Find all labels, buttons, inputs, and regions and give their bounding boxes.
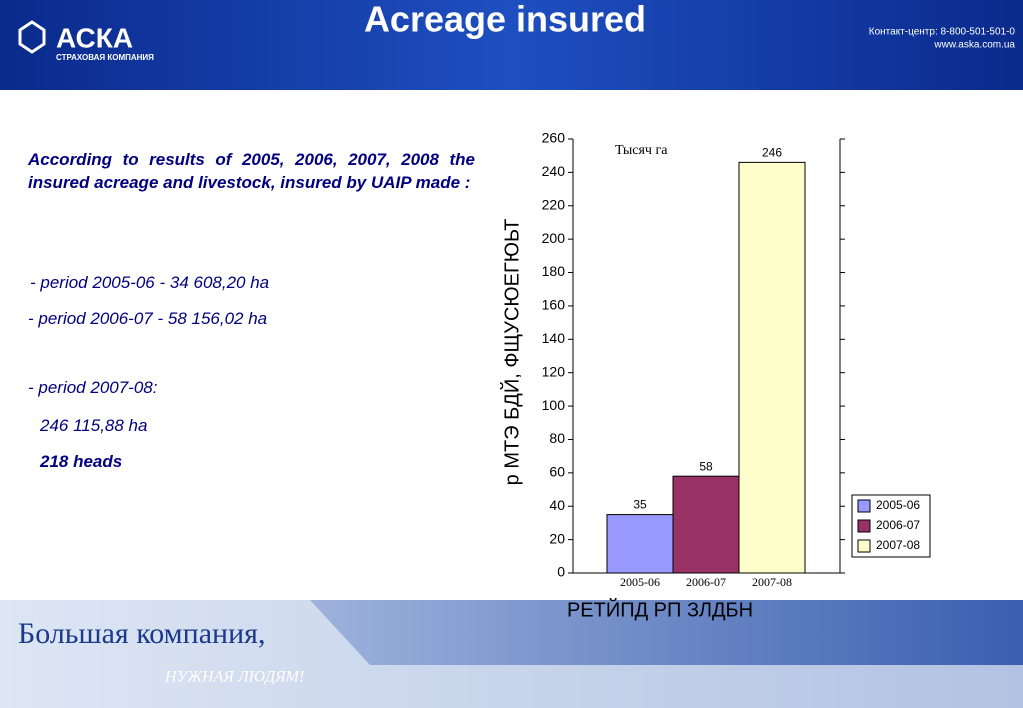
y-tick-label: 220: [542, 196, 566, 212]
y-tick-label: 140: [542, 330, 566, 346]
y-tick-label: 40: [549, 497, 565, 513]
item: - period 2006-07 - 58 156,02 ha: [28, 309, 268, 328]
logo: АСКА: [56, 22, 133, 53]
y-tick-label: 120: [542, 363, 566, 379]
y-tick-label: 80: [549, 430, 565, 446]
slogan2: НУЖНАЯ ЛЮДЯМ!: [164, 669, 304, 686]
legend-swatch: [857, 499, 871, 513]
legend-swatch: [857, 539, 871, 553]
bar: [606, 514, 674, 574]
y-axis-label: р МТЭ БДЙ, ФЩУСЮЕГЮЬТ: [499, 219, 523, 486]
item: - period 2007-08:: [28, 378, 158, 397]
logo-sub: СТРАХОВАЯ КОМПАНИЯ: [56, 53, 154, 62]
x-axis-label: РЕТЙПД РП ЗЛДБН: [567, 597, 753, 621]
item: 218 heads: [40, 452, 123, 471]
x-tick-label: 2005-06: [620, 575, 660, 589]
data-label: 246: [762, 146, 782, 160]
item: 246 115,88 ha: [40, 416, 148, 435]
legend-label: 2007-08: [876, 538, 920, 552]
y-tick-label: 60: [549, 464, 565, 480]
y-tick-label: 20: [549, 530, 565, 546]
y-tick-label: 100: [542, 397, 566, 413]
x-tick-label: 2007-08: [752, 575, 792, 589]
title: Acreage insured: [364, 0, 646, 40]
logo-icon: [18, 20, 46, 54]
y-tick-label: 260: [542, 130, 566, 146]
y-tick-label: 240: [542, 163, 566, 179]
annotation: Тысяч га: [615, 143, 668, 158]
item: - period 2005-06 - 34 608,20 ha: [30, 273, 270, 292]
slogan: Большая компания,: [18, 617, 265, 650]
bar: [738, 161, 806, 574]
y-tick-label: 160: [542, 297, 566, 313]
footer-shape: [0, 600, 1023, 708]
site: www.aska.com.ua: [933, 40, 1015, 51]
legend-label: 2006-07: [876, 518, 920, 532]
y-tick-label: 200: [542, 230, 566, 246]
header-band: [0, 0, 1023, 90]
contact: Контакт-центр: 8-800-501-501-0: [869, 27, 1016, 38]
x-tick-label: 2006-07: [686, 575, 726, 589]
y-tick-label: 0: [557, 564, 565, 580]
data-label: 35: [633, 498, 647, 512]
legend-label: 2005-06: [876, 498, 920, 512]
bar: [672, 475, 740, 574]
y-tick-label: 180: [542, 263, 566, 279]
data-label: 58: [699, 459, 713, 473]
legend-box: [851, 494, 931, 558]
intro: According to results of 2005, 2006, 2007…: [28, 150, 475, 192]
legend-swatch: [857, 519, 871, 533]
